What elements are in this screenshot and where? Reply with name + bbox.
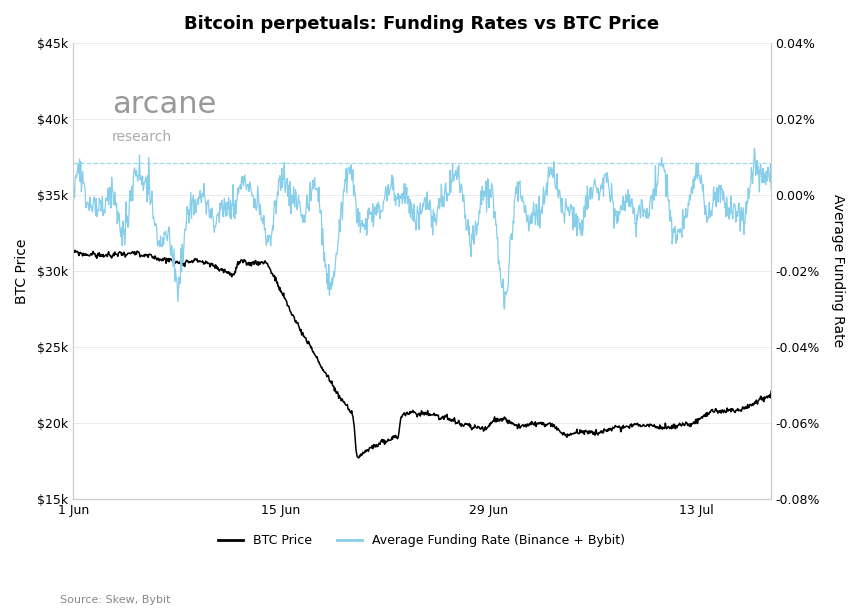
Legend: BTC Price, Average Funding Rate (Binance + Bybit): BTC Price, Average Funding Rate (Binance… [213,529,630,552]
Text: arcane: arcane [112,90,216,119]
Title: Bitcoin perpetuals: Funding Rates vs BTC Price: Bitcoin perpetuals: Funding Rates vs BTC… [184,15,660,33]
Text: Source: Skew, Bybit: Source: Skew, Bybit [60,595,170,605]
Y-axis label: BTC Price: BTC Price [15,238,29,304]
Text: research: research [112,130,172,144]
Y-axis label: Average Funding Rate: Average Funding Rate [831,195,845,348]
